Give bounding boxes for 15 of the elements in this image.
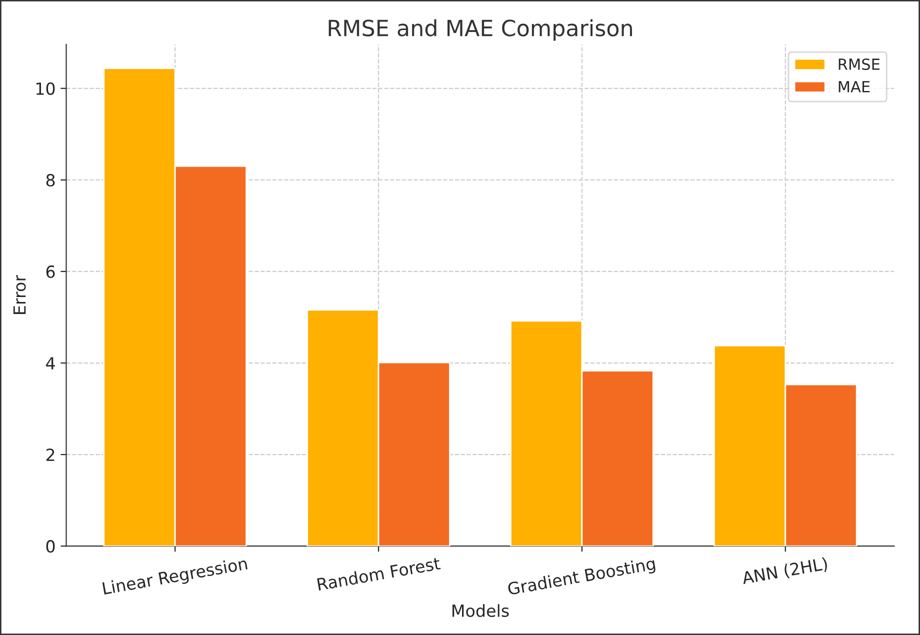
y-tick-label: 2 — [46, 448, 54, 461]
y-tick-label: 4 — [46, 357, 55, 370]
chart-title: RMSE and MAE Comparison — [328, 19, 632, 41]
x-tick-label: ANN (2HL) — [741, 556, 828, 586]
y-tick-label: 0 — [46, 540, 55, 553]
y-axis-title: Error — [13, 274, 26, 314]
legend-label: MAE — [838, 81, 870, 92]
y-tick-label: 10 — [36, 82, 55, 95]
x-axis-title: Models — [452, 604, 509, 618]
x-tick-label: Gradient Boosting — [507, 556, 656, 598]
y-tick-label: 6 — [46, 265, 55, 278]
y-tick-label: 8 — [46, 174, 55, 186]
x-tick-label: Linear Regression — [102, 556, 248, 598]
x-tick-label: Random Forest — [316, 556, 441, 591]
legend-label: RMSE — [838, 58, 880, 70]
